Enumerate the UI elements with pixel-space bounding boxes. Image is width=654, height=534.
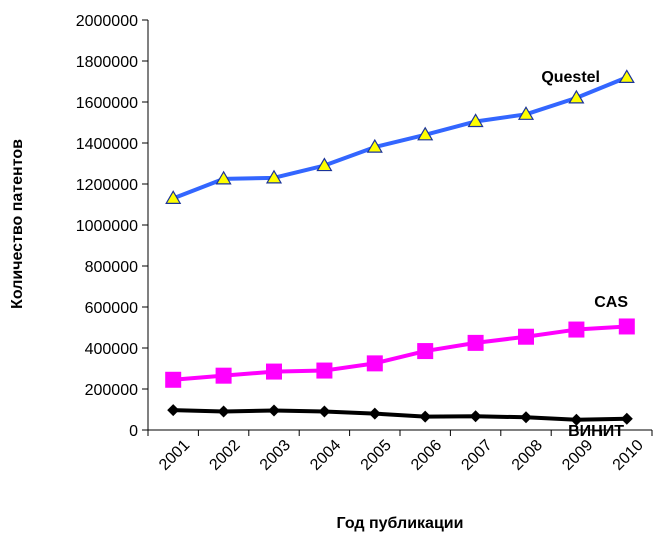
x-tick-label: 2001: [156, 437, 193, 474]
x-tick-label: 2010: [610, 437, 647, 474]
data-point: [165, 372, 181, 388]
y-tick-label: 0: [129, 423, 138, 440]
data-point: [568, 322, 584, 338]
data-point: [468, 335, 484, 351]
y-tick-label: 400000: [85, 341, 138, 358]
data-point: [268, 405, 280, 417]
data-point: [218, 406, 230, 418]
y-tick-label: 1600000: [76, 95, 138, 112]
y-tick-label: 600000: [85, 300, 138, 317]
data-point: [216, 368, 232, 384]
data-point: [167, 404, 179, 416]
data-point: [266, 364, 282, 380]
series-label-0: Questel: [541, 69, 600, 86]
x-tick-label: 2007: [458, 437, 495, 474]
y-tick-label: 1800000: [76, 54, 138, 71]
y-tick-label: 800000: [85, 259, 138, 276]
series-2: [167, 404, 633, 426]
x-tick-label: 2005: [358, 437, 395, 474]
y-tick-label: 1200000: [76, 177, 138, 194]
x-tick-label: 2008: [509, 437, 546, 474]
y-axis-title: Количество патентов: [9, 139, 26, 309]
x-axis-title: Год публикации: [337, 515, 464, 532]
data-point: [470, 410, 482, 422]
x-tick-label: 2003: [257, 437, 294, 474]
series-line: [173, 410, 627, 420]
series-1: [165, 318, 635, 387]
data-point: [419, 411, 431, 423]
data-point: [316, 363, 332, 379]
series-line: [173, 326, 627, 379]
x-tick-label: 2004: [307, 437, 344, 474]
x-tick-label: 2006: [408, 437, 445, 474]
series-0: [166, 70, 634, 203]
data-point: [369, 408, 381, 420]
data-point: [620, 70, 634, 82]
series-layer: [165, 70, 635, 425]
y-tick-label: 1400000: [76, 136, 138, 153]
y-tick-label: 1000000: [76, 218, 138, 235]
x-tick-label: 2002: [206, 437, 243, 474]
data-point: [417, 343, 433, 359]
data-point: [518, 329, 534, 345]
series-label-1: CAS: [594, 294, 628, 311]
x-tick-label: 2009: [559, 437, 596, 474]
series-line: [173, 77, 627, 198]
series-label-2: ВИНИТ: [568, 423, 624, 440]
data-point: [520, 411, 532, 423]
data-point: [318, 406, 330, 418]
y-axis-ticks: 0 200000 400000 600000 800000 1000000 1200000 1…: [76, 13, 148, 440]
data-point: [619, 318, 635, 334]
y-tick-label: 2000000: [76, 13, 138, 30]
data-point: [367, 355, 383, 371]
series-labels: Questel CAS ВИНИТ: [541, 69, 628, 440]
y-tick-label: 200000: [85, 382, 138, 399]
